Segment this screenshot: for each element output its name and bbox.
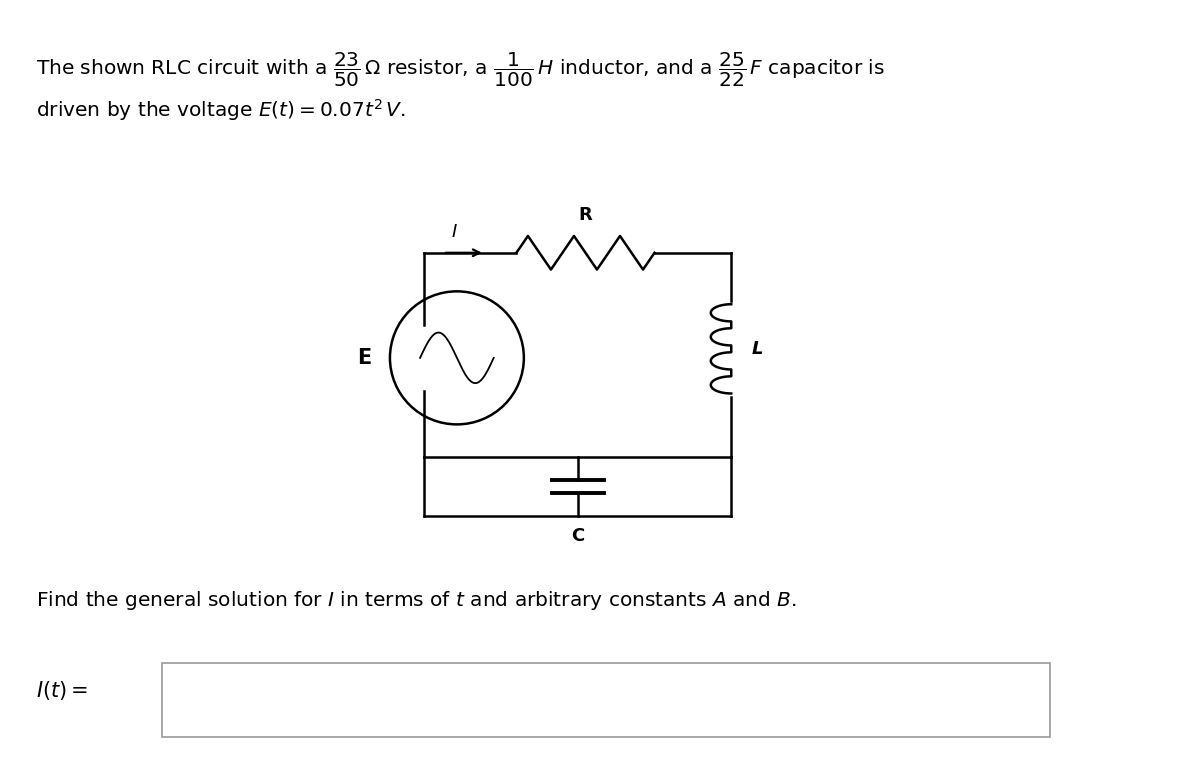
Text: Find the general solution for $I$ in terms of $t$ and arbitrary constants $A$ an: Find the general solution for $I$ in ter… (36, 589, 797, 612)
Text: I: I (452, 223, 457, 241)
Text: E: E (358, 348, 371, 368)
Text: C: C (571, 526, 584, 544)
Text: driven by the voltage $E(t) = 0.07t^2\,V.$: driven by the voltage $E(t) = 0.07t^2\,V… (36, 98, 406, 123)
Text: $I(t) =$: $I(t) =$ (36, 679, 88, 702)
Text: L: L (751, 340, 763, 358)
Text: The shown RLC circuit with a $\dfrac{23}{50}\,\Omega$ resistor, a $\dfrac{1}{100: The shown RLC circuit with a $\dfrac{23}… (36, 51, 884, 89)
Text: R: R (578, 206, 593, 224)
